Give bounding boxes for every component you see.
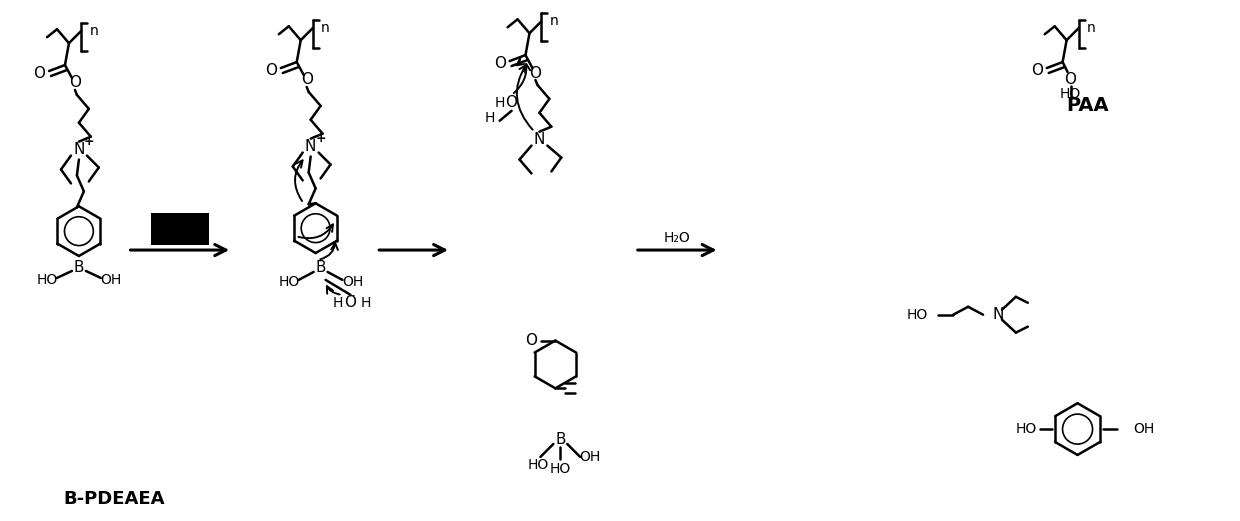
Text: HO: HO bbox=[528, 458, 549, 472]
Text: H₂O: H₂O bbox=[663, 231, 691, 245]
Text: O: O bbox=[33, 66, 45, 81]
Text: HO: HO bbox=[36, 273, 58, 287]
Bar bbox=[151, 213, 208, 245]
Text: H: H bbox=[332, 296, 342, 310]
Text: HO: HO bbox=[549, 462, 570, 476]
Text: OH: OH bbox=[100, 273, 122, 287]
Text: O: O bbox=[494, 56, 506, 70]
Text: n: n bbox=[551, 14, 559, 28]
Text: N: N bbox=[305, 139, 316, 154]
Text: HO: HO bbox=[278, 275, 299, 289]
Text: N: N bbox=[992, 307, 1003, 322]
Text: n: n bbox=[89, 24, 98, 38]
Text: O: O bbox=[526, 333, 537, 348]
Text: Ö: Ö bbox=[345, 295, 356, 311]
Text: HO: HO bbox=[1060, 87, 1081, 101]
Text: PAA: PAA bbox=[1066, 96, 1109, 115]
Text: B: B bbox=[556, 431, 565, 446]
Text: OH: OH bbox=[1133, 422, 1154, 436]
Text: HO: HO bbox=[908, 308, 929, 321]
Text: +: + bbox=[83, 135, 94, 148]
Text: B-PDEAEA: B-PDEAEA bbox=[63, 490, 165, 508]
Text: n: n bbox=[1087, 21, 1096, 35]
Text: O: O bbox=[1065, 72, 1076, 88]
Text: +: + bbox=[315, 132, 326, 145]
Text: n: n bbox=[321, 21, 330, 35]
Text: B: B bbox=[73, 260, 84, 276]
Text: OH: OH bbox=[579, 450, 601, 464]
Text: B: B bbox=[315, 260, 326, 276]
Text: H: H bbox=[485, 111, 495, 125]
Text: OH: OH bbox=[342, 275, 363, 289]
Text: O: O bbox=[69, 76, 81, 91]
Text: N: N bbox=[73, 142, 84, 157]
Text: HO: HO bbox=[1016, 422, 1037, 436]
Text: O: O bbox=[1030, 63, 1043, 78]
Text: H: H bbox=[360, 296, 371, 310]
Text: O: O bbox=[529, 66, 542, 81]
Text: H: H bbox=[495, 96, 505, 110]
Text: O: O bbox=[300, 72, 312, 88]
Text: N: N bbox=[533, 132, 546, 147]
Text: O: O bbox=[265, 63, 277, 78]
Text: O: O bbox=[506, 95, 517, 110]
